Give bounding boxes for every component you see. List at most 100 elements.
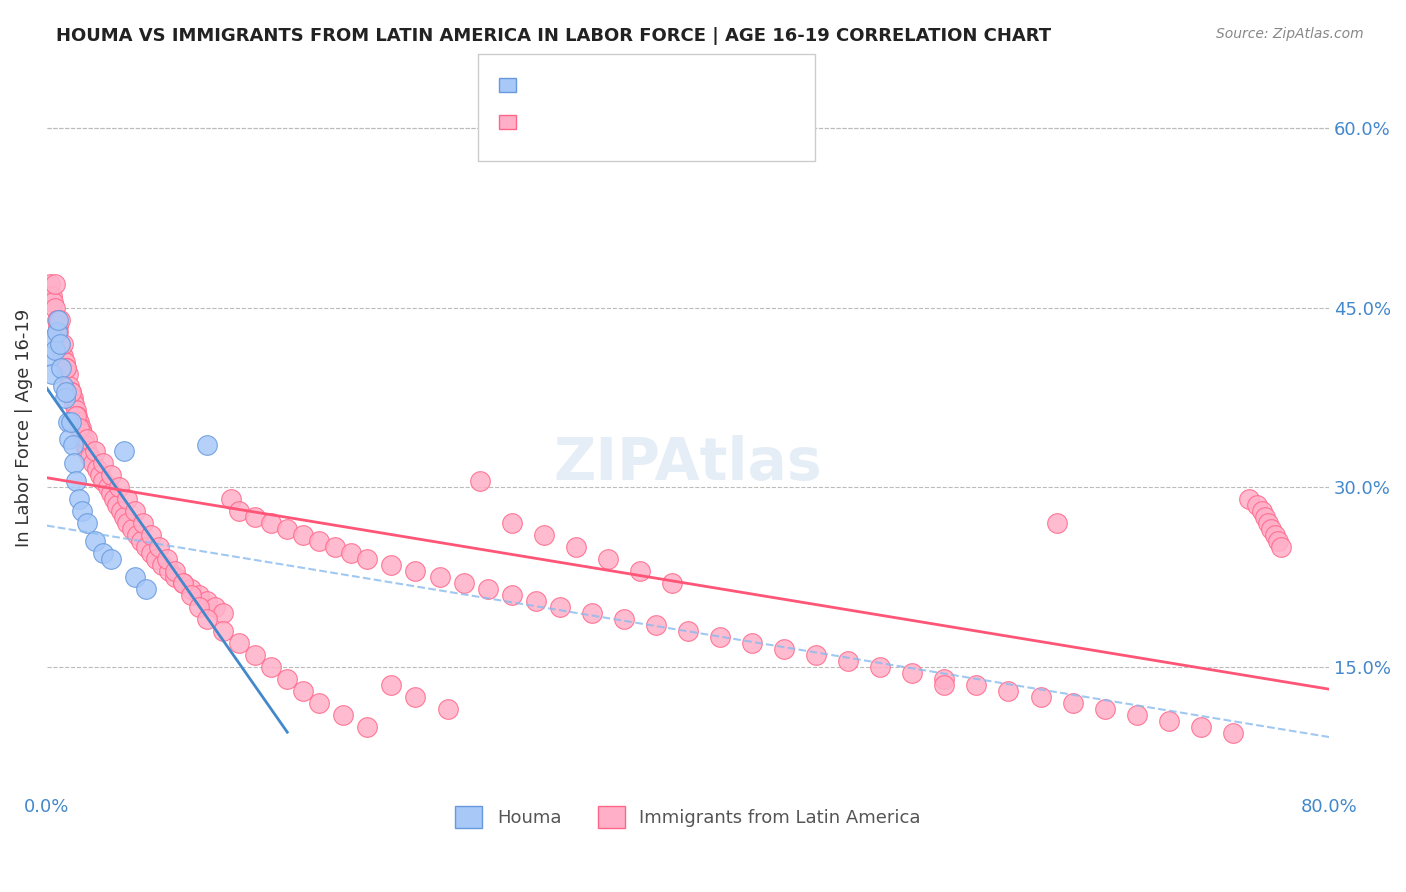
Point xyxy=(276,522,298,536)
Point xyxy=(1254,510,1277,524)
Point xyxy=(39,277,62,291)
Point xyxy=(276,672,298,686)
Point xyxy=(65,402,87,417)
Point xyxy=(52,378,75,392)
Point xyxy=(115,492,138,507)
Point xyxy=(804,648,827,662)
Point xyxy=(661,576,683,591)
Legend: Houma, Immigrants from Latin America: Houma, Immigrants from Latin America xyxy=(449,798,928,835)
Point xyxy=(76,433,98,447)
Point xyxy=(1237,492,1260,507)
Y-axis label: In Labor Force | Age 16-19: In Labor Force | Age 16-19 xyxy=(15,309,32,547)
Point xyxy=(44,343,66,357)
Point xyxy=(292,683,315,698)
Point xyxy=(112,510,135,524)
Point xyxy=(1260,522,1282,536)
Point xyxy=(46,325,69,339)
Point xyxy=(132,516,155,531)
Point xyxy=(108,480,131,494)
Point xyxy=(436,702,458,716)
Point xyxy=(45,313,67,327)
Point xyxy=(965,678,987,692)
Point xyxy=(42,294,65,309)
Point xyxy=(51,343,73,357)
Point xyxy=(292,528,315,542)
Point xyxy=(204,599,226,614)
Point xyxy=(533,528,555,542)
Point xyxy=(91,546,114,560)
Point xyxy=(67,420,90,434)
Point xyxy=(934,678,956,692)
Point xyxy=(172,576,194,591)
Point xyxy=(644,618,666,632)
Point xyxy=(245,648,267,662)
Point xyxy=(1222,725,1244,739)
Point xyxy=(107,498,129,512)
Point xyxy=(405,564,427,578)
Point xyxy=(172,576,194,591)
Point xyxy=(75,438,97,452)
Point xyxy=(52,349,75,363)
Point xyxy=(131,534,153,549)
Point xyxy=(228,636,250,650)
Point xyxy=(524,594,547,608)
Point xyxy=(565,540,588,554)
Point xyxy=(56,415,79,429)
Point xyxy=(91,457,114,471)
Point xyxy=(1125,707,1147,722)
Point xyxy=(139,546,162,560)
Point xyxy=(135,582,157,596)
Point xyxy=(245,510,267,524)
Point xyxy=(195,594,218,608)
Point xyxy=(1263,528,1285,542)
Point xyxy=(180,588,202,602)
Point xyxy=(82,457,104,471)
Point xyxy=(84,534,107,549)
Text: ZIPAtlas: ZIPAtlas xyxy=(554,435,823,491)
Point xyxy=(356,720,378,734)
Point xyxy=(148,540,170,554)
Point xyxy=(150,558,173,573)
Text: R = -0.087   N =  27: R = -0.087 N = 27 xyxy=(523,76,692,94)
Point xyxy=(1257,516,1279,531)
Point xyxy=(1270,540,1292,554)
Point xyxy=(84,444,107,458)
Point xyxy=(53,391,76,405)
Point xyxy=(596,552,619,566)
Point xyxy=(65,475,87,489)
Point xyxy=(195,612,218,626)
Point xyxy=(51,360,73,375)
Point xyxy=(773,641,796,656)
Point xyxy=(837,654,859,668)
Point xyxy=(44,301,66,315)
Point xyxy=(934,672,956,686)
Point xyxy=(501,588,523,602)
Point xyxy=(103,492,125,507)
Point xyxy=(69,420,91,434)
Point xyxy=(66,409,89,423)
Point xyxy=(1189,720,1212,734)
Point xyxy=(613,612,636,626)
Point xyxy=(165,570,187,584)
Point xyxy=(156,552,179,566)
Point xyxy=(65,409,87,423)
Point xyxy=(139,528,162,542)
Point xyxy=(100,486,122,500)
Point xyxy=(1157,714,1180,728)
Point xyxy=(41,367,63,381)
Point xyxy=(44,277,66,291)
Point xyxy=(39,349,62,363)
Point xyxy=(340,546,363,560)
Point xyxy=(58,433,80,447)
Point xyxy=(180,582,202,596)
Point xyxy=(429,570,451,584)
Point xyxy=(145,552,167,566)
Point xyxy=(115,516,138,531)
Point xyxy=(308,534,330,549)
Point xyxy=(42,331,65,345)
Point xyxy=(228,504,250,518)
Text: Source: ZipAtlas.com: Source: ZipAtlas.com xyxy=(1216,27,1364,41)
Point xyxy=(48,336,70,351)
Point xyxy=(188,588,211,602)
Point xyxy=(380,678,402,692)
